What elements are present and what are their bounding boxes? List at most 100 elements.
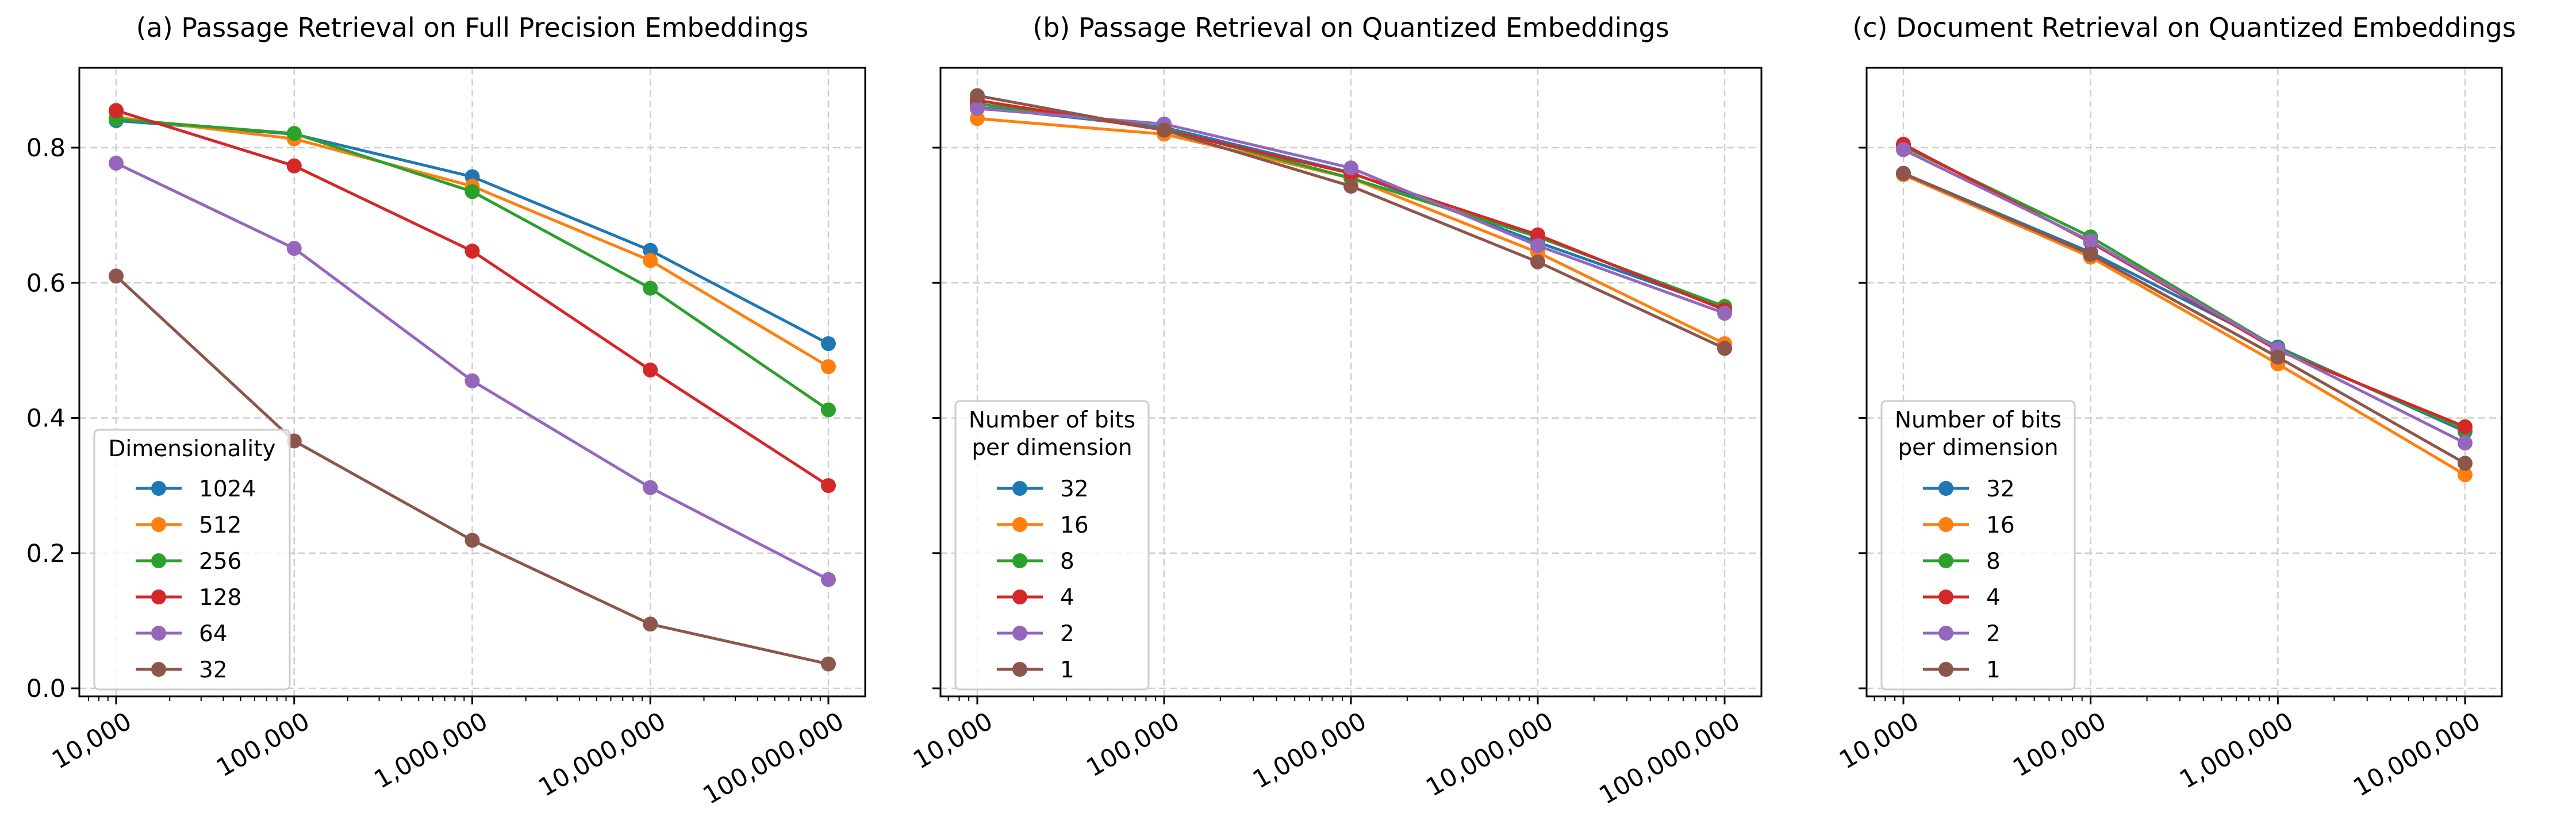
data-point-4 [2458,419,2473,434]
data-point-64 [286,241,302,256]
data-point-16 [2458,467,2473,483]
data-point-4 [1530,227,1545,242]
x-tick-label: 100,000 [212,707,314,783]
data-point-1 [970,88,985,103]
x-tick-label: 1,000,000 [369,707,493,795]
legend-title: Number of bits per dimension [1895,407,2061,461]
data-point-2 [2083,233,2098,249]
data-point-1 [1717,341,1732,356]
legend-swatch-marker [1938,553,1953,568]
data-point-2 [1896,142,1911,157]
x-tick-label: 10,000,000 [1421,707,1558,802]
legend-title-line: per dimension [972,435,1132,461]
x-tick-label: 1,000,000 [1248,707,1372,795]
legend-swatch-marker [151,589,166,604]
data-point-128 [109,103,124,118]
legend-title-line: Number of bits [1895,407,2061,433]
series-line-2 [1902,148,2466,445]
x-tick-label: 10,000,000 [534,707,671,802]
legend-label: 8 [1060,549,1074,575]
legend-label: 4 [1986,585,2001,611]
legend-label: 2 [1060,621,1074,647]
legend-swatch-marker [151,662,166,677]
legend-swatch-marker [151,517,166,532]
legend-swatch-marker [1012,553,1027,568]
data-point-1 [1343,179,1358,194]
legend-label: 128 [199,585,241,611]
panel-b: (b) Passage Retrieval on Quantized Embed… [908,12,1763,810]
data-point-2 [1530,238,1545,253]
data-point-2 [1717,306,1732,321]
data-point-2 [2458,436,2473,451]
legend-swatch-marker [1012,662,1027,677]
legend-swatch-marker [1012,481,1027,496]
data-point-128 [643,362,658,377]
legend-box [93,429,291,691]
data-point-1 [1896,165,1911,181]
legend-box [1880,400,2076,691]
legend-label: 8 [1986,549,2001,575]
data-point-256 [821,402,836,418]
legend-label: 1 [1986,657,2001,683]
data-point-1024 [821,336,836,352]
panel-c: (c) Document Retrieval on Quantized Embe… [1834,12,2516,803]
legend-swatch-marker [151,481,166,496]
data-point-128 [286,158,302,174]
legend-label: 16 [1986,513,2015,538]
legend-label: 2 [1986,621,2001,647]
data-point-256 [643,280,658,296]
legend-label: 16 [1060,513,1089,538]
data-point-128 [821,478,836,494]
legend-swatch-marker [1012,589,1027,604]
y-tick-label: 0.2 [26,540,66,568]
data-point-64 [464,373,480,388]
legend-title-line: Dimensionality [108,436,275,462]
legend-label: 1024 [199,476,256,502]
series-line-1 [1903,172,2466,465]
data-point-64 [643,480,658,495]
legend: Dimensionality 1024 512 256 128 64 32 [93,429,291,691]
x-tick-label: 10,000 [47,707,136,775]
data-point-64 [109,156,124,171]
legend-label: 64 [199,621,228,647]
legend-swatch-marker [1938,626,1953,641]
panel-title: (b) Passage Retrieval on Quantized Embed… [1032,12,1669,43]
series-line-512 [116,115,830,368]
data-point-64 [821,572,836,587]
data-point-1 [2270,349,2286,365]
panel-a: (a) Passage Retrieval on Full Precision … [26,12,866,810]
panel-title: (c) Document Retrieval on Quantized Embe… [1852,12,2516,43]
legend-label: 256 [199,549,241,575]
data-point-32 [821,656,836,672]
data-point-1 [2083,246,2098,262]
legend-title-line: per dimension [1898,435,2058,461]
x-tick-label: 1,000,000 [2175,707,2298,795]
legend: Number of bits per dimension 32 16 8 4 2 1 [1880,400,2076,691]
data-point-1 [1157,122,1172,138]
legend-box [954,400,1150,691]
legend-label: 32 [199,657,228,683]
y-tick-label: 0.4 [26,404,66,433]
data-point-32 [464,533,480,548]
panel-title: (a) Passage Retrieval on Full Precision … [136,12,809,43]
y-tick-label: 0.0 [26,675,66,703]
legend-label: 512 [199,513,241,538]
legend-swatch-marker [151,626,166,641]
axes-frame [1865,67,2503,698]
x-tick-label: 10,000 [1834,707,1924,775]
x-tick-label: 100,000,000 [1595,707,1745,810]
legend-swatch-marker [1938,662,1953,677]
data-point-1 [1530,254,1545,269]
legend-swatch-marker [1012,626,1027,641]
legend-swatch-marker [151,553,166,568]
legend-swatch-marker [1938,517,1953,532]
legend-label: 32 [1060,476,1089,502]
data-point-32 [643,616,658,632]
y-tick-label: 0.8 [26,134,66,163]
data-point-512 [643,253,658,268]
legend-swatch-marker [1938,589,1953,604]
legend-label: 32 [1986,476,2015,502]
series-line-16 [1902,173,2466,476]
data-point-512 [821,359,836,375]
x-tick-label: 100,000,000 [698,707,849,810]
